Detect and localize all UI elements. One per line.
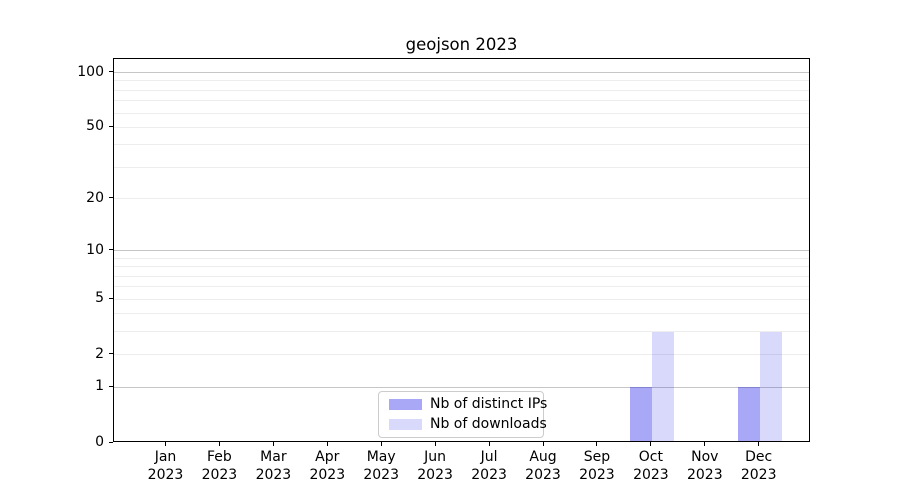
plot-area <box>113 58 810 442</box>
y-tick <box>109 441 113 443</box>
gridline <box>114 298 809 300</box>
x-tick <box>272 442 274 446</box>
x-tick-label: Mar 2023 <box>255 449 292 483</box>
x-tick-label: Dec 2023 <box>740 449 777 483</box>
y-tick-label: 100 <box>77 63 104 80</box>
x-tick <box>434 442 436 446</box>
x-tick-label: Oct 2023 <box>633 449 669 483</box>
legend-swatch-downloads <box>389 419 422 430</box>
gridline <box>114 72 809 74</box>
gridline <box>114 198 809 200</box>
gridline <box>114 331 809 333</box>
gridline <box>114 144 809 146</box>
gridline <box>114 354 809 356</box>
x-tick <box>218 442 220 446</box>
x-tick <box>542 442 544 446</box>
gridline <box>114 386 809 388</box>
x-tick-label: Jul 2023 <box>471 449 507 483</box>
gridline <box>114 89 809 91</box>
chart-title: geojson 2023 <box>405 35 518 54</box>
y-tick-label: 20 <box>86 189 104 206</box>
y-tick-label: 0 <box>95 434 104 450</box>
x-tick <box>704 442 706 446</box>
gridline <box>114 80 809 82</box>
x-tick <box>326 442 328 446</box>
legend-entry-downloads: Nb of downloads <box>389 416 547 433</box>
x-tick-label: Jun 2023 <box>417 449 453 483</box>
y-tick-label: 2 <box>95 345 104 362</box>
x-tick-label: Apr 2023 <box>309 449 346 483</box>
x-tick-label: Feb 2023 <box>201 449 238 483</box>
y-tick <box>109 385 113 387</box>
bar-distinct-ips <box>629 387 652 441</box>
y-tick-label: 50 <box>86 118 104 135</box>
y-tick <box>109 197 113 199</box>
legend-swatch-distinct-ips <box>389 399 422 410</box>
x-tick <box>758 442 760 446</box>
x-tick <box>650 442 652 446</box>
y-tick <box>109 71 113 73</box>
gridline <box>114 112 809 114</box>
gridline <box>114 286 809 288</box>
x-tick <box>488 442 490 446</box>
bar-downloads <box>651 331 674 441</box>
gridline <box>114 313 809 315</box>
x-tick <box>380 442 382 446</box>
gridline <box>114 166 809 168</box>
x-tick <box>165 442 166 446</box>
x-tick-label: May 2023 <box>363 449 400 483</box>
y-tick <box>109 353 113 355</box>
gridline <box>114 257 809 259</box>
y-tick <box>109 125 113 127</box>
x-tick <box>596 442 598 446</box>
gridline <box>114 266 809 268</box>
y-tick-label: 1 <box>95 378 104 395</box>
gridline <box>114 275 809 277</box>
x-tick-label: Sep 2023 <box>579 449 615 483</box>
x-tick-label: Jan 2023 <box>147 449 184 483</box>
legend-label: Nb of downloads <box>430 416 547 432</box>
bar-downloads <box>759 331 782 441</box>
y-tick <box>109 249 113 250</box>
gridline <box>114 126 809 128</box>
y-tick <box>109 297 113 299</box>
gridline <box>114 250 809 251</box>
bar-distinct-ips <box>737 387 760 441</box>
y-tick-label: 5 <box>95 290 104 307</box>
x-tick-label: Aug 2023 <box>525 449 561 483</box>
y-tick-label: 10 <box>86 241 104 258</box>
legend-label: Nb of distinct IPs <box>430 396 548 412</box>
x-tick-label: Nov 2023 <box>686 449 723 483</box>
legend: Nb of distinct IPs Nb of downloads <box>378 391 547 438</box>
gridline <box>114 100 809 102</box>
legend-entry-distinct-ips: Nb of distinct IPs <box>389 396 547 413</box>
